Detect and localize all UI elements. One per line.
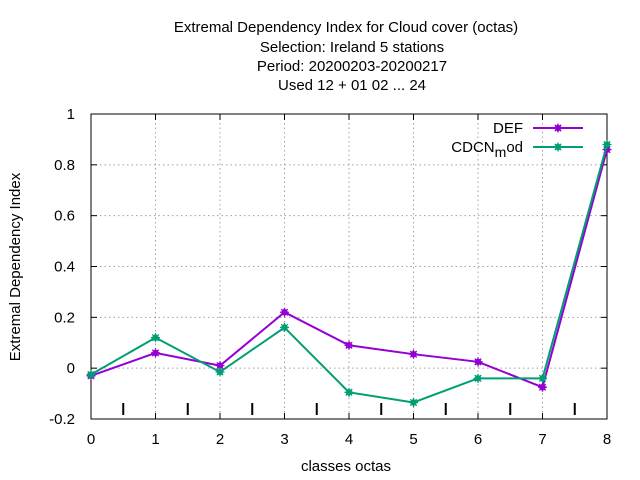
marker-star — [344, 387, 354, 397]
x-tick-label: 5 — [409, 431, 417, 448]
legend-samples — [533, 123, 583, 152]
x-tick-label: 7 — [538, 431, 546, 448]
series-line — [90, 144, 608, 404]
x-tick-label: 8 — [603, 431, 611, 448]
marker-star — [151, 348, 160, 358]
data-point — [86, 370, 96, 380]
x-tick-labels: 0 1 2 3 4 5 6 7 8 — [87, 431, 611, 448]
data-point — [538, 373, 547, 383]
data-point — [538, 382, 547, 392]
data-point — [344, 340, 354, 350]
legend-label-cdcn-main: CDCN — [451, 139, 494, 156]
data-point — [473, 357, 483, 367]
x-tick-label: 1 — [151, 431, 159, 448]
marker-star — [344, 340, 354, 350]
marker-star — [553, 123, 563, 133]
legend-marker — [553, 123, 563, 133]
legend-marker — [553, 142, 563, 152]
chart-title: Extremal Dependency Index for Cloud cove… — [174, 19, 518, 94]
data-point — [473, 373, 483, 383]
minor-ticks — [122, 403, 576, 415]
y-tick-label: -0.2 — [49, 411, 75, 428]
title-line-3: Period: 20200203-20200217 — [257, 58, 447, 75]
marker-star — [602, 140, 612, 149]
x-tick-label: 3 — [280, 431, 288, 448]
y-tick-label: 0.8 — [54, 157, 75, 174]
x-tick-label: 0 — [87, 431, 95, 448]
legend-label-cdcn-sub: m — [495, 144, 507, 160]
legend-label-cdcn-suffix: od — [506, 139, 523, 156]
x-tick-label: 6 — [474, 431, 482, 448]
y-tick-label: 0.6 — [54, 208, 75, 225]
series-group — [86, 140, 612, 407]
data-point — [151, 348, 160, 358]
grid-lines — [91, 114, 607, 419]
data-point — [215, 361, 225, 371]
x-tick-label: 2 — [216, 431, 224, 448]
series-cdcn — [86, 140, 612, 407]
marker-star — [602, 145, 612, 155]
x-axis-label: classes octas — [301, 458, 391, 475]
y-tick-label: 0 — [67, 360, 75, 377]
legend: DEF CDCNmod — [451, 120, 583, 160]
marker-star — [215, 361, 225, 371]
y-tick-labels: -0.2 0 0.2 0.4 0.6 0.8 1 — [49, 106, 75, 428]
marker-star — [409, 397, 418, 407]
marker-star — [86, 370, 96, 380]
data-point — [151, 333, 160, 343]
title-line-2: Selection: Ireland 5 stations — [260, 39, 444, 56]
y-axis-label: Extremal Dependency Index — [7, 172, 24, 361]
marker-star — [280, 307, 289, 317]
legend-label-cdcn: CDCNmod — [451, 139, 523, 160]
data-point — [344, 387, 354, 397]
marker-star — [280, 323, 289, 332]
y-tick-label: 0.2 — [54, 309, 75, 326]
marker-star — [151, 333, 160, 343]
data-point — [409, 397, 418, 407]
data-point — [215, 367, 225, 377]
marker-star — [473, 357, 483, 367]
title-line-1: Extremal Dependency Index for Cloud cove… — [174, 19, 518, 36]
marker-star — [553, 142, 563, 152]
title-line-4: Used 12 + 01 02 ... 24 — [278, 77, 426, 94]
data-point — [409, 349, 418, 359]
y-tick-label: 1 — [67, 106, 75, 123]
x-tick-label: 4 — [345, 431, 353, 448]
marker-star — [409, 349, 418, 359]
marker-star — [473, 373, 483, 383]
legend-label-def: DEF — [493, 120, 523, 137]
data-point — [602, 140, 612, 149]
marker-star — [215, 367, 225, 377]
data-point — [280, 307, 289, 317]
data-point — [280, 323, 289, 332]
marker-star — [538, 382, 547, 392]
marker-star — [538, 373, 547, 383]
y-tick-label: 0.4 — [54, 259, 75, 276]
